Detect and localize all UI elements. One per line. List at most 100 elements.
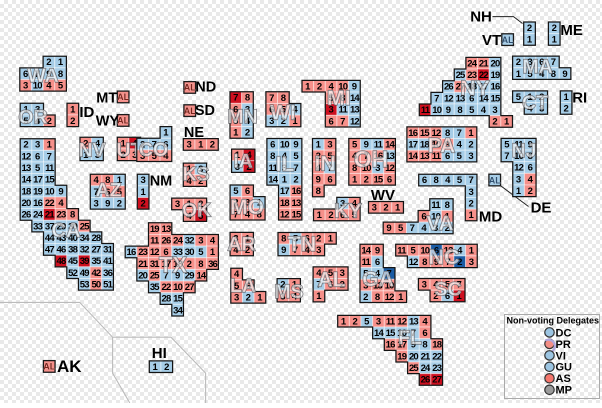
- svg-text:2: 2: [457, 257, 462, 268]
- svg-text:11: 11: [362, 257, 372, 268]
- svg-text:15: 15: [292, 209, 302, 220]
- svg-text:12: 12: [280, 209, 289, 220]
- svg-text:13: 13: [350, 105, 359, 116]
- svg-text:30: 30: [68, 221, 77, 232]
- svg-text:13: 13: [420, 151, 429, 162]
- svg-text:10: 10: [362, 163, 371, 174]
- svg-text:1: 1: [316, 291, 322, 302]
- svg-text:VA: VA: [427, 212, 454, 235]
- svg-text:2: 2: [281, 116, 286, 127]
- svg-text:51: 51: [103, 280, 113, 291]
- svg-text:16: 16: [33, 198, 42, 209]
- svg-text:3: 3: [35, 140, 40, 151]
- svg-text:2: 2: [120, 150, 125, 161]
- svg-text:3: 3: [516, 174, 521, 185]
- svg-text:3: 3: [340, 268, 345, 279]
- svg-text:8: 8: [70, 210, 75, 221]
- svg-text:1: 1: [47, 140, 53, 151]
- svg-text:1: 1: [163, 128, 169, 139]
- svg-text:3: 3: [372, 203, 377, 214]
- svg-text:14: 14: [350, 93, 360, 104]
- svg-text:12: 12: [22, 151, 31, 162]
- svg-text:2: 2: [164, 362, 169, 373]
- svg-text:24: 24: [173, 235, 183, 246]
- svg-text:4: 4: [433, 280, 439, 291]
- svg-text:3: 3: [468, 151, 473, 162]
- svg-text:1: 1: [187, 199, 193, 210]
- svg-text:22: 22: [479, 70, 488, 81]
- svg-text:1: 1: [316, 140, 322, 151]
- svg-text:42: 42: [91, 268, 100, 279]
- svg-text:19: 19: [150, 224, 159, 235]
- svg-text:28: 28: [161, 294, 170, 305]
- svg-text:OH: OH: [354, 146, 389, 172]
- svg-text:AL: AL: [184, 83, 196, 93]
- svg-text:38: 38: [68, 245, 77, 256]
- svg-text:9: 9: [175, 270, 180, 281]
- svg-text:24: 24: [421, 363, 431, 374]
- svg-text:3: 3: [35, 104, 40, 115]
- svg-text:2: 2: [340, 280, 345, 291]
- svg-text:20: 20: [22, 198, 31, 209]
- svg-text:16: 16: [491, 82, 500, 93]
- svg-text:1: 1: [457, 291, 463, 302]
- svg-text:8: 8: [445, 200, 450, 211]
- svg-text:2: 2: [552, 23, 557, 34]
- svg-text:4: 4: [95, 138, 101, 149]
- svg-text:14: 14: [374, 328, 384, 339]
- svg-text:2: 2: [539, 92, 544, 103]
- svg-text:21: 21: [45, 210, 55, 221]
- svg-text:8: 8: [340, 93, 345, 104]
- svg-text:4: 4: [246, 150, 252, 161]
- svg-text:18: 18: [22, 186, 31, 197]
- svg-text:1: 1: [257, 198, 263, 209]
- svg-text:4: 4: [304, 245, 310, 256]
- svg-text:10: 10: [397, 328, 406, 339]
- svg-text:17: 17: [408, 140, 417, 151]
- svg-text:31: 31: [150, 259, 160, 270]
- svg-text:32: 32: [80, 245, 89, 256]
- svg-text:3: 3: [492, 105, 497, 116]
- svg-text:5: 5: [293, 151, 299, 162]
- svg-text:22: 22: [161, 282, 170, 293]
- svg-text:21: 21: [421, 351, 431, 362]
- svg-text:PR: PR: [556, 339, 571, 351]
- svg-text:9: 9: [293, 140, 298, 151]
- svg-text:6: 6: [422, 175, 427, 186]
- svg-text:43: 43: [56, 233, 65, 244]
- svg-text:26: 26: [161, 235, 170, 246]
- svg-text:13: 13: [22, 163, 31, 174]
- svg-text:15: 15: [173, 294, 183, 305]
- svg-text:19: 19: [491, 70, 500, 81]
- svg-text:4: 4: [457, 140, 463, 151]
- svg-text:12: 12: [350, 116, 359, 127]
- svg-text:17: 17: [161, 259, 170, 270]
- svg-text:6: 6: [327, 174, 332, 185]
- svg-text:OK: OK: [182, 200, 211, 222]
- svg-text:1: 1: [292, 280, 298, 291]
- svg-text:8: 8: [528, 151, 533, 162]
- svg-text:4: 4: [375, 269, 381, 280]
- svg-text:19: 19: [33, 186, 42, 197]
- svg-text:36: 36: [103, 268, 112, 279]
- svg-text:17: 17: [479, 82, 488, 93]
- svg-text:7: 7: [457, 280, 462, 291]
- svg-text:7: 7: [269, 93, 274, 104]
- svg-text:WY: WY: [96, 113, 120, 129]
- svg-text:1: 1: [468, 210, 474, 221]
- svg-text:4: 4: [445, 175, 451, 186]
- svg-text:1: 1: [398, 292, 404, 303]
- svg-text:11: 11: [150, 235, 160, 246]
- svg-text:2: 2: [46, 57, 51, 68]
- svg-text:26: 26: [444, 82, 453, 93]
- svg-text:27: 27: [91, 245, 100, 256]
- svg-text:WV: WV: [371, 187, 395, 204]
- svg-text:5: 5: [469, 105, 475, 116]
- svg-text:17: 17: [280, 186, 289, 197]
- svg-text:2: 2: [353, 316, 358, 327]
- svg-text:4: 4: [481, 105, 487, 116]
- svg-text:25: 25: [456, 70, 466, 81]
- svg-text:AL: AL: [117, 92, 129, 102]
- svg-text:5: 5: [233, 116, 239, 127]
- svg-text:10: 10: [385, 280, 394, 291]
